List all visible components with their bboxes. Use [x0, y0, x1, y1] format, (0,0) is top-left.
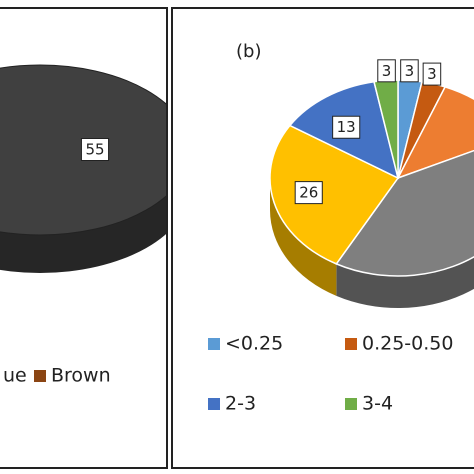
data-label-box: [80, 138, 110, 161]
data-label: 13: [337, 118, 356, 136]
data-label-box: [377, 59, 396, 83]
right-panel: [171, 7, 474, 469]
data-label-box: [422, 62, 442, 86]
legend-swatch: [345, 398, 357, 410]
data-label-box: [294, 181, 323, 205]
legend-label: 3-4: [362, 393, 393, 415]
panel-label: (b): [236, 41, 261, 62]
legend-label: 2-3: [225, 393, 256, 415]
pie-side: [336, 256, 474, 308]
pie: 55: [0, 64, 166, 273]
data-label: 26: [299, 184, 318, 202]
legend-label: Brown: [51, 365, 111, 387]
legend-label: <0.25: [225, 333, 283, 355]
legend-label: ue: [3, 365, 27, 387]
pie-slice: [269, 124, 400, 265]
legend-swatch: [208, 398, 220, 410]
left-panel: [0, 7, 168, 469]
data-label: 3: [382, 62, 392, 80]
data-label-box: [400, 59, 419, 83]
legend-label: 0.25-0.50: [362, 333, 453, 355]
pie-side: [270, 178, 337, 296]
legend-swatch: [34, 370, 46, 382]
pie-slice: [335, 149, 474, 277]
data-label: 55: [85, 141, 104, 159]
legend-swatch: [345, 338, 357, 350]
pie-slice: [396, 85, 474, 180]
data-label: 3: [405, 62, 415, 80]
pie-side: [0, 196, 166, 273]
data-label: 3: [427, 65, 437, 83]
legend-swatch: [208, 338, 220, 350]
data-label-box: [332, 115, 361, 139]
